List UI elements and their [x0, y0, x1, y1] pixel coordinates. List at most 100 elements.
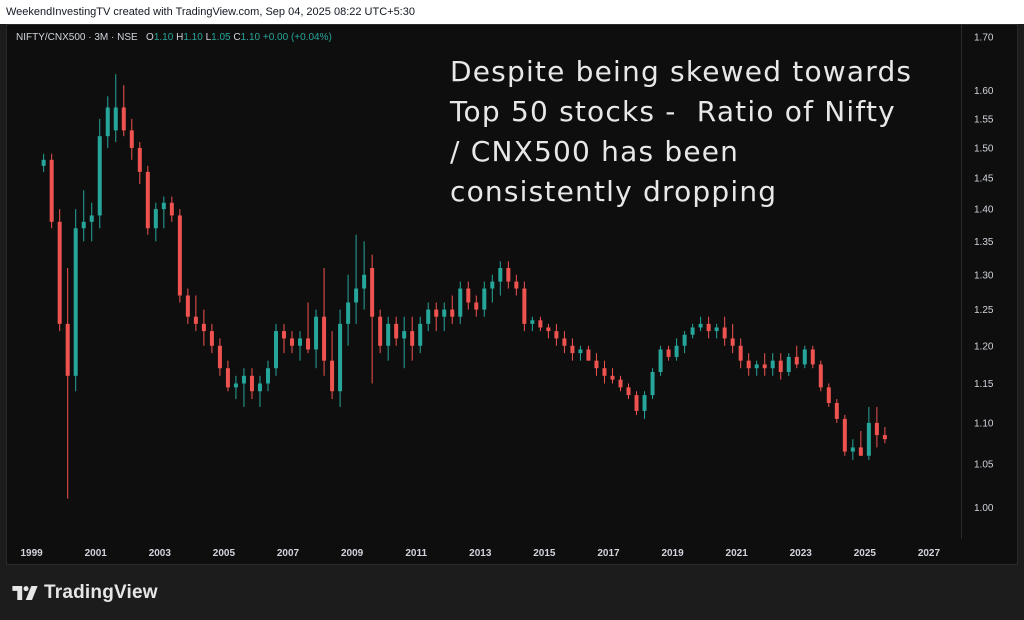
candle — [233, 375, 238, 400]
candle-body — [674, 345, 679, 357]
candle — [658, 345, 663, 376]
candlestick-chart[interactable]: 1.00 1.05 1.10 1.15 1.20 1.25 1.30 1.35 1.40 1.45… — [6, 24, 1018, 565]
candle-body — [137, 147, 142, 172]
y-tick-label: 1.00 — [974, 503, 994, 514]
candle — [826, 383, 831, 407]
candle-body — [602, 368, 607, 376]
candle-body — [233, 383, 238, 388]
x-tick-label: 2017 — [597, 548, 620, 559]
candle — [754, 360, 759, 376]
chart-panel[interactable] — [6, 24, 1018, 565]
candle-body — [722, 327, 727, 339]
x-tick-label: 2009 — [341, 548, 364, 559]
annotation-line-4: consistently dropping — [450, 175, 778, 208]
candle-body — [209, 331, 214, 346]
candle — [722, 316, 727, 346]
low-value: 1.05 — [211, 32, 231, 43]
candle — [602, 360, 607, 384]
candle-body — [121, 107, 126, 131]
candle — [618, 375, 623, 392]
candle — [73, 209, 78, 392]
candle — [586, 345, 591, 361]
candle — [810, 345, 815, 369]
candle — [554, 323, 559, 346]
candle-body — [866, 422, 871, 456]
candle — [570, 338, 575, 361]
candle-body — [522, 288, 527, 324]
candle — [378, 309, 383, 354]
candle-body — [658, 349, 663, 373]
candle-body — [57, 221, 62, 324]
x-tick-label: 2021 — [726, 548, 749, 559]
candle — [650, 368, 655, 400]
candle-body — [354, 288, 359, 303]
candle-body — [746, 360, 751, 369]
candle — [105, 96, 110, 148]
candle — [410, 316, 415, 361]
x-tick-label: 2001 — [85, 548, 108, 559]
candle-body — [73, 228, 78, 376]
y-tick-label: 1.20 — [974, 341, 994, 352]
candle-body — [402, 331, 407, 339]
chart-annotation: Despite being skewed towards Top 50 stoc… — [450, 52, 930, 212]
candle-body — [690, 327, 695, 335]
candle-body — [265, 368, 270, 384]
candle — [153, 202, 158, 242]
candle-body — [554, 331, 559, 339]
candle-body — [434, 309, 439, 317]
candle-body — [322, 316, 327, 361]
candle — [338, 309, 343, 407]
candle-body — [257, 383, 262, 392]
candle — [89, 202, 94, 242]
candle — [818, 360, 823, 392]
candle — [610, 368, 615, 384]
candle — [41, 153, 46, 172]
candle-body — [498, 267, 503, 282]
candle — [674, 338, 679, 361]
candle-body — [562, 338, 567, 346]
candle-body — [858, 447, 863, 456]
candle-body — [810, 349, 815, 365]
candle-body — [642, 395, 647, 411]
candle — [298, 331, 303, 361]
candle — [882, 426, 887, 444]
candle — [113, 74, 118, 143]
candle-body — [818, 364, 823, 388]
candle — [394, 316, 399, 346]
tradingview-logo-icon — [12, 586, 38, 600]
candle — [57, 209, 62, 332]
symbol-info: NIFTY/CNX500 · 3M · NSE O1.10 H1.10 L1.0… — [16, 32, 332, 43]
candle-body — [306, 338, 311, 350]
candle — [169, 196, 174, 222]
candle — [458, 281, 463, 324]
candle-body — [338, 323, 343, 392]
candle-body — [466, 288, 471, 303]
candle-body — [634, 395, 639, 411]
candle — [273, 323, 278, 376]
candle-body — [282, 331, 287, 339]
candle — [474, 295, 479, 317]
candle-body — [450, 309, 455, 317]
candle-body — [610, 375, 615, 380]
candle-body — [105, 107, 110, 137]
low-label: L — [205, 32, 212, 43]
change-value: +0.00 (+0.04%) — [262, 32, 332, 43]
tradingview-logo[interactable]: TradingView — [12, 581, 158, 605]
candle — [738, 338, 743, 369]
x-tick-label: 2025 — [854, 548, 877, 559]
candle — [714, 323, 719, 339]
candle — [145, 165, 150, 235]
candle-body — [49, 159, 54, 222]
y-tick-label: 1.15 — [974, 379, 994, 390]
candle-body — [298, 338, 303, 346]
y-tick-label: 1.45 — [974, 173, 994, 184]
candle-body — [546, 327, 551, 332]
candle-body — [778, 360, 783, 373]
candle-body — [698, 323, 703, 328]
candle — [514, 274, 519, 296]
candle-body — [706, 323, 711, 332]
candle — [314, 309, 319, 369]
candle — [402, 316, 407, 369]
symbol-name: NIFTY/CNX500 · 3M · NSE — [16, 32, 138, 43]
candle — [578, 345, 583, 361]
